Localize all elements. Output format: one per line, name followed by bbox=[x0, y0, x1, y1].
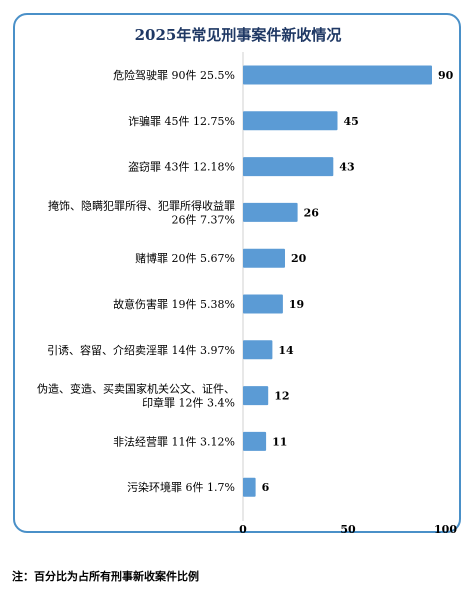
data-label: 26 bbox=[304, 206, 320, 219]
category-label: 故意伤害罪 19件 5.38% bbox=[113, 297, 235, 311]
data-label: 14 bbox=[278, 344, 294, 357]
category-label: 引诱、容留、介绍卖淫罪 14件 3.97% bbox=[47, 343, 235, 357]
category-label: 危险驾驶罪 90件 25.5% bbox=[113, 68, 235, 82]
x-tick-label: 100 bbox=[434, 523, 457, 536]
category-label: 26件 7.37% bbox=[172, 213, 235, 226]
category-label: 非法经营罪 11件 3.12% bbox=[113, 434, 235, 448]
category-label: 赌博罪 20件 5.67% bbox=[135, 251, 235, 265]
data-label: 19 bbox=[289, 298, 304, 311]
data-label: 20 bbox=[291, 252, 307, 265]
bar bbox=[243, 340, 273, 360]
bar bbox=[243, 386, 269, 406]
bar bbox=[243, 202, 298, 222]
bar bbox=[243, 294, 283, 314]
data-label: 43 bbox=[339, 161, 354, 174]
category-label: 伪造、变造、买卖国家机关公文、证件、 bbox=[37, 382, 235, 396]
chart-title: 2025年常见刑事案件新收情况 bbox=[135, 26, 342, 44]
data-label: 6 bbox=[262, 481, 270, 494]
chart-frame bbox=[13, 13, 461, 533]
x-tick-label: 0 bbox=[239, 523, 247, 536]
bar bbox=[243, 65, 432, 85]
data-label: 11 bbox=[272, 435, 287, 448]
data-label: 90 bbox=[438, 69, 454, 82]
data-label: 12 bbox=[274, 390, 289, 403]
bar bbox=[243, 248, 285, 268]
bar bbox=[243, 477, 256, 497]
bar bbox=[243, 111, 338, 131]
x-tick-label: 50 bbox=[340, 523, 356, 536]
data-label: 45 bbox=[344, 115, 359, 128]
category-label: 盗窃罪 43件 12.18% bbox=[128, 160, 235, 174]
category-label: 掩饰、隐瞒犯罪所得、犯罪所得收益罪 bbox=[48, 198, 235, 212]
bar bbox=[243, 431, 267, 451]
category-label: 印章罪 12件 3.4% bbox=[142, 396, 235, 410]
bar bbox=[243, 157, 334, 177]
category-label: 污染环境罪 6件 1.7% bbox=[127, 480, 235, 494]
footnote: 注：百分比为占所有刑事新收案件比例 bbox=[12, 570, 199, 583]
category-label: 诈骗罪 45件 12.75% bbox=[128, 114, 235, 128]
